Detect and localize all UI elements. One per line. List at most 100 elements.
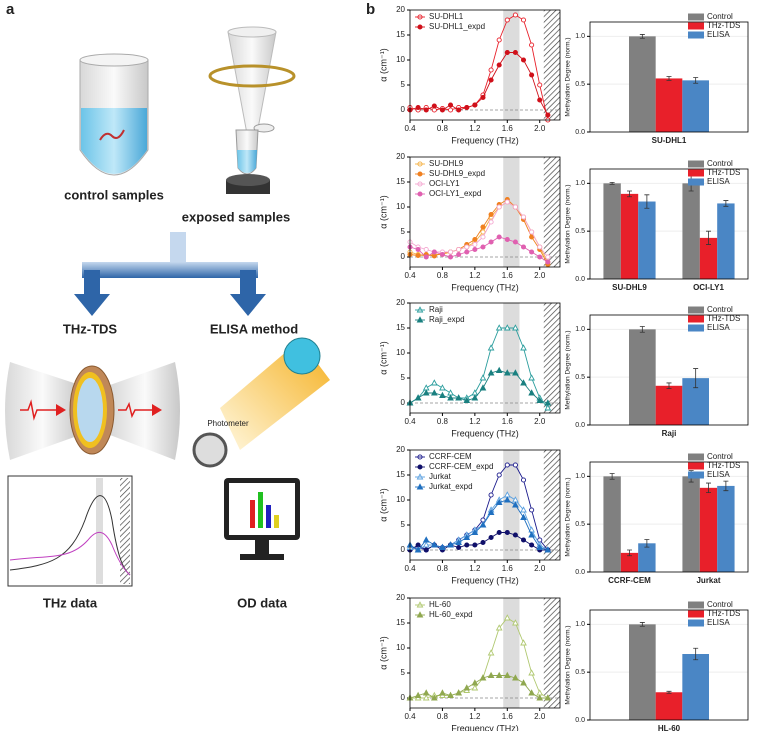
marker [504,529,510,536]
y-tick-label: 0.5 [575,81,585,88]
marker [430,541,438,548]
y-tick-label: 1.0 [575,621,585,628]
marker [537,254,543,260]
marker [414,546,422,553]
legend-label: THz-TDS [707,314,740,323]
category-label: SU-DHL1 [652,136,687,145]
marker [529,234,535,240]
category-label: OCI-LY1 [693,283,724,292]
y-tick-label: 0.5 [575,374,585,381]
legend-label: Control [707,305,733,314]
y-tick-label: 20 [396,152,405,161]
y-tick-label: 10 [396,202,405,211]
marker [471,528,479,535]
x-axis-label: Frequency (THz) [451,282,519,292]
x-tick-label: 0.4 [404,417,416,426]
marker [447,254,454,260]
marker [487,508,495,515]
legend-label: Jurkat [429,472,452,481]
marker [471,684,479,691]
error-bar [639,326,645,333]
legend-swatch [688,22,704,30]
x-axis-label: Frequency (THz) [451,723,519,731]
marker [479,384,487,391]
legend-swatch [688,315,704,323]
marker [456,544,462,551]
y-tick-label: 5 [401,227,406,236]
y-tick-label: 0 [401,693,406,702]
legend-label: ELISA [707,323,730,332]
marker [503,369,511,376]
marker [423,254,429,260]
bar [655,385,683,425]
marker [545,259,551,265]
marker [496,204,502,210]
legend-label: Raji_expd [429,315,465,324]
y-tick-label: 0.0 [575,129,585,136]
marker [422,541,430,548]
marker [496,37,502,43]
y-tick-label: 0 [401,252,406,261]
y-tick-label: 20 [396,593,405,602]
marker [529,42,535,48]
marker [529,72,535,78]
y-tick-label: 15 [396,618,405,627]
legend-swatch [688,178,704,186]
y-tick-label: 1.0 [575,180,585,187]
y-tick-label: 20 [396,298,405,307]
error-bar [693,77,699,84]
bar [699,487,718,572]
x-tick-label: 0.4 [404,712,416,721]
plot-area [410,598,560,708]
marker [520,344,527,351]
category-label: Jurkat [696,576,720,585]
marker [488,219,494,225]
x-tick-label: 2.0 [534,271,546,280]
legend-swatch [688,462,704,470]
error-bar [706,482,711,494]
error-bar [693,368,699,389]
marker [520,506,527,513]
marker [415,104,421,111]
x-tick-label: 1.2 [469,712,481,721]
photometer [192,337,330,468]
marker [414,394,422,401]
marker [488,67,494,73]
y-tick-label: 15 [396,323,405,332]
hatched-band [543,10,560,120]
label: OD data [237,595,288,610]
y-tick-label: 15 [396,470,405,479]
control-tube [79,53,149,176]
y-tick-label: 1.0 [575,326,585,333]
y-tick-label: 20 [396,445,405,454]
hatched-band [543,303,560,413]
error-bar [639,622,645,627]
bar [655,692,683,720]
marker [512,462,518,468]
bar [717,485,735,572]
marker [495,324,503,331]
x-tick-label: 1.6 [502,124,514,133]
y-axis-label: Methylation Degree (norm.) [565,184,572,263]
x-tick-label: 1.2 [469,417,481,426]
exposed-setup [208,26,296,194]
y-tick-label: 5 [401,373,406,382]
marker [455,689,463,696]
y-axis-label: α (cm⁻¹) [378,195,388,228]
marker [471,679,479,686]
marker [472,241,478,248]
legend-label: HL-60 [429,600,451,609]
marker [439,251,445,258]
marker [496,62,502,68]
marker [496,529,502,536]
error-bar [723,200,729,207]
legend-swatch [688,610,704,618]
marker [430,389,438,396]
marker [544,404,552,411]
x-axis-label: Frequency (THz) [451,575,519,585]
legend-label: ELISA [707,618,730,627]
y-axis-label: Methylation Degree (norm.) [565,625,572,704]
x-tick-label: 0.4 [404,564,416,573]
marker [520,537,527,543]
x-tick-label: 2.0 [534,417,546,426]
